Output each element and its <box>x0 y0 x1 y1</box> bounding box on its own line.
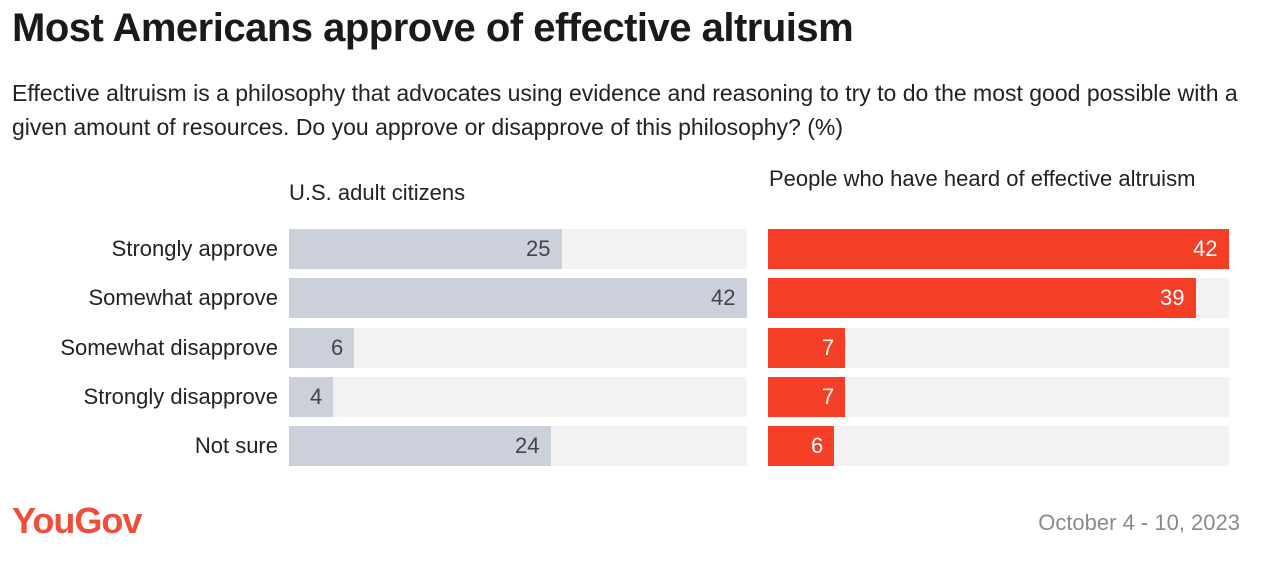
category-label-not-sure: Not sure <box>194 433 278 458</box>
bar-us-adults-somewhat-disapprove <box>289 328 354 368</box>
bar-us-adults-not-sure <box>289 426 551 466</box>
bar-heard-of-ea-strongly-approve <box>768 229 1229 269</box>
bar-heard-of-ea-somewhat-approve <box>768 278 1196 318</box>
bar-track-heard-of-ea-strongly-disapprove: 7 <box>768 377 1229 417</box>
bar-track-us-adults-somewhat-disapprove: 6 <box>289 328 747 368</box>
value-label-heard-of-ea-strongly-disapprove: 7 <box>822 384 835 409</box>
bar-heard-of-ea-somewhat-disapprove <box>768 328 845 368</box>
bar-track-heard-of-ea-strongly-approve: 42 <box>768 229 1229 269</box>
category-label-somewhat-disapprove: Somewhat disapprove <box>60 335 278 360</box>
value-label-us-adults-not-sure: 24 <box>515 433 540 458</box>
value-label-heard-of-ea-somewhat-approve: 39 <box>1160 285 1185 310</box>
value-label-us-adults-strongly-approve: 25 <box>526 236 551 261</box>
category-label-strongly-disapprove: Strongly disapprove <box>83 384 278 409</box>
bar-us-adults-strongly-disapprove <box>289 377 333 417</box>
bar-track-heard-of-ea-somewhat-approve: 39 <box>768 278 1229 318</box>
value-label-heard-of-ea-somewhat-disapprove: 7 <box>822 335 835 360</box>
chart-title: Most Americans approve of effective altr… <box>12 6 854 50</box>
yougov-logo: YouGov <box>12 500 142 541</box>
value-label-us-adults-strongly-disapprove: 4 <box>310 384 323 409</box>
chart-subtitle: Effective altruism is a philosophy that … <box>12 80 1238 140</box>
value-label-heard-of-ea-not-sure: 6 <box>811 433 824 458</box>
bar-track-us-adults-somewhat-approve: 42 <box>289 278 747 318</box>
value-label-us-adults-somewhat-disapprove: 6 <box>331 335 344 360</box>
bar-track-heard-of-ea-somewhat-disapprove: 7 <box>768 328 1229 368</box>
survey-date: October 4 - 10, 2023 <box>1038 510 1240 535</box>
category-label-somewhat-approve: Somewhat approve <box>88 285 278 310</box>
bar-track-us-adults-strongly-approve: 25 <box>289 229 747 269</box>
panel-title-us-adults: U.S. adult citizens <box>289 180 466 205</box>
bar-heard-of-ea-not-sure <box>768 426 834 466</box>
bar-track-us-adults-strongly-disapprove: 4 <box>289 377 747 417</box>
value-label-heard-of-ea-strongly-approve: 42 <box>1193 236 1218 261</box>
panel-title-heard-of-ea: People who have heard of effective altru… <box>769 166 1196 191</box>
bar-us-adults-somewhat-approve <box>289 278 747 318</box>
bar-track-us-adults-not-sure: 24 <box>289 426 747 466</box>
bar-track-heard-of-ea-not-sure: 6 <box>768 426 1229 466</box>
bar-us-adults-strongly-approve <box>289 229 562 269</box>
category-label-strongly-approve: Strongly approve <box>111 236 278 261</box>
bar-heard-of-ea-strongly-disapprove <box>768 377 845 417</box>
value-label-us-adults-somewhat-approve: 42 <box>711 285 736 310</box>
